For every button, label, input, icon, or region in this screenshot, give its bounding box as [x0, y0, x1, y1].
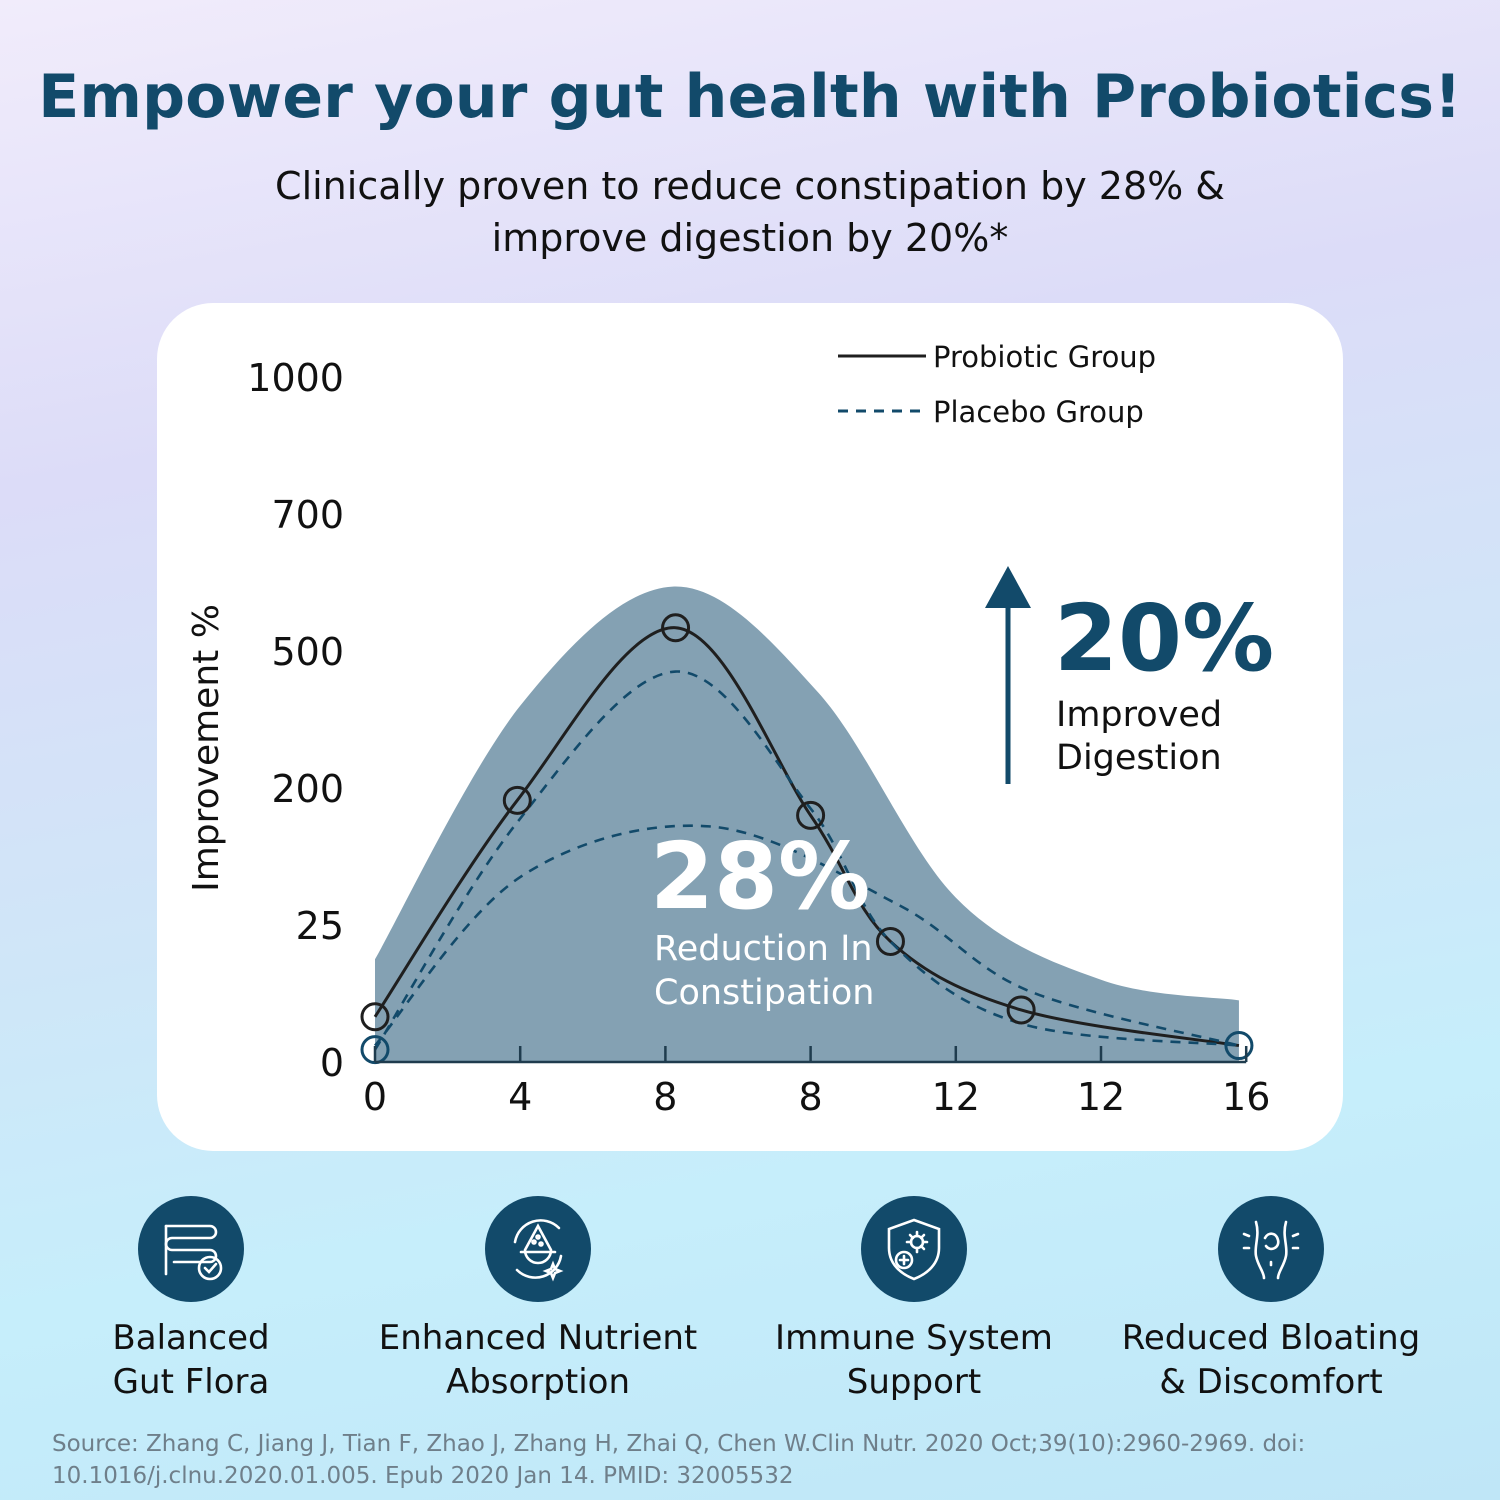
- legend-placebo-label: Placebo Group: [933, 395, 1144, 429]
- benefits-row: Balanced Gut Flora Enhanced Nutrient Abs…: [0, 1196, 1500, 1416]
- legend-probiotic-label: Probiotic Group: [933, 340, 1156, 374]
- y-tick-label-4: 700: [271, 493, 344, 537]
- bloating-body-icon: [1218, 1196, 1324, 1302]
- x-tick-label-0: 0: [363, 1075, 387, 1119]
- digestion-text-line-2: Digestion: [1056, 738, 1222, 778]
- page-title: Empower your gut health with Probiotics!: [38, 62, 1462, 132]
- y-tick-label-5: 1000: [247, 356, 344, 400]
- y-tick-label-3: 500: [271, 630, 344, 674]
- y-tick-label-0: 0: [320, 1041, 344, 1085]
- source-citation: Source: Zhang C, Jiang J, Tian F, Zhao J…: [52, 1428, 1472, 1492]
- intestine-check-icon: [138, 1196, 244, 1302]
- benefit-nutrient-line-1: Enhanced Nutrient: [378, 1318, 698, 1358]
- nutrient-absorption-icon: [485, 1196, 591, 1302]
- x-tick-label-3: 8: [799, 1075, 823, 1119]
- benefit-nutrient-line-2: Absorption: [445, 1362, 631, 1402]
- y-axis-label: Improvement %: [186, 604, 227, 892]
- x-tick-label-5: 12: [1077, 1075, 1125, 1119]
- placebo-group-line: [373, 670, 1240, 1051]
- source-line-1: Source: Zhang C, Jiang J, Tian F, Zhao J…: [52, 1431, 1306, 1457]
- probiotic-group-point-0: [360, 1002, 390, 1032]
- subtitle-line-1: Clinically proven to reduce constipation…: [275, 164, 1225, 208]
- benefit-gut-flora: Balanced Gut Flora: [11, 1196, 371, 1404]
- constipation-text-line-1: Reduction In: [654, 929, 873, 969]
- benefit-reduced-bloating: Reduced Bloating & Discomfort: [1091, 1196, 1451, 1404]
- benefit-immune-line-1: Immune System: [775, 1318, 1053, 1358]
- probiotic-group-point-5: [1006, 995, 1036, 1025]
- benefit-gut-flora-line-1: Balanced: [112, 1318, 270, 1358]
- up-arrow-icon: [985, 566, 1031, 608]
- source-line-2: 10.1016/j.clnu.2020.01.005. Epub 2020 Ja…: [52, 1463, 794, 1489]
- constipation-callout: 28% Reduction In Constipation: [650, 823, 874, 1013]
- probiotic-group-point-4: [875, 926, 905, 956]
- placebo-group-lower-line: [374, 824, 1240, 1047]
- constipation-text-line-2: Constipation: [654, 973, 874, 1013]
- x-tick-label-1: 4: [508, 1075, 532, 1119]
- benefit-immune-support: Immune System Support: [734, 1196, 1094, 1404]
- digestion-text-line-1: Improved: [1056, 695, 1222, 735]
- page-subtitle: Clinically proven to reduce constipation…: [150, 160, 1350, 264]
- subtitle-line-2: improve digestion by 20%*: [491, 216, 1009, 260]
- immune-shield-icon: [861, 1196, 967, 1302]
- placebo-group-point-6: [1224, 1031, 1254, 1061]
- x-tick-label-4: 12: [932, 1075, 980, 1119]
- probiotic-group-point-3: [796, 800, 826, 830]
- digestion-percent: 20%: [1054, 585, 1274, 692]
- y-tick-label-2: 200: [271, 767, 344, 811]
- y-tick-label-1: 25: [296, 904, 344, 948]
- x-tick-label-6: 16: [1222, 1075, 1270, 1119]
- legend: Probiotic Group Placebo Group: [838, 340, 1156, 429]
- probiotic-group-point-2: [661, 613, 691, 643]
- benefit-bloating-line-2: & Discomfort: [1159, 1362, 1383, 1402]
- probiotic-group-point-1: [502, 785, 532, 815]
- benefit-bloating-line-1: Reduced Bloating: [1121, 1318, 1421, 1358]
- constipation-percent: 28%: [650, 823, 870, 930]
- digestion-callout: 20% Improved Digestion: [985, 566, 1274, 784]
- chart-area: [375, 586, 1239, 1062]
- benefit-immune-line-2: Support: [846, 1362, 982, 1402]
- x-tick-label-2: 8: [653, 1075, 677, 1119]
- benefit-nutrient-absorption: Enhanced Nutrient Absorption: [358, 1196, 718, 1404]
- benefit-gut-flora-line-2: Gut Flora: [112, 1362, 270, 1402]
